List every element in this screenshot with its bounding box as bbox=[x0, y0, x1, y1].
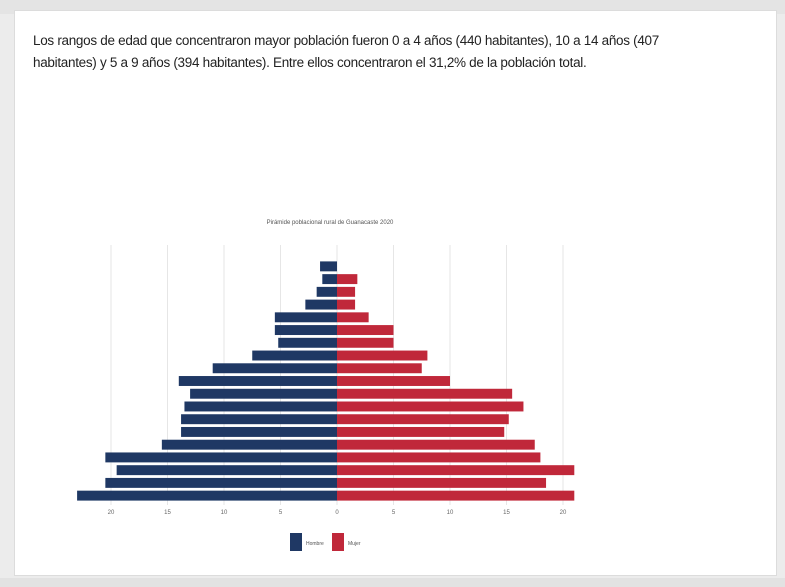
x-tick-label: 15 bbox=[503, 510, 510, 516]
mujer-bar bbox=[337, 401, 524, 412]
hombre-bar bbox=[305, 299, 337, 310]
bottom-strip bbox=[0, 578, 785, 587]
mujer-bar bbox=[337, 439, 535, 450]
hombre-bar bbox=[322, 274, 337, 285]
hombre-bar bbox=[190, 388, 337, 399]
mujer-bar bbox=[337, 477, 547, 488]
hombre-bar bbox=[181, 426, 337, 437]
mujer-bar bbox=[337, 286, 356, 297]
mujer-bar bbox=[337, 274, 358, 285]
chart-bars bbox=[77, 261, 575, 501]
mujer-bar bbox=[337, 452, 541, 463]
hombre-bar bbox=[178, 376, 337, 386]
mujer-bar bbox=[337, 312, 369, 323]
x-tick-label: 20 bbox=[108, 510, 115, 516]
x-tick-label: 15 bbox=[164, 510, 171, 516]
mujer-bar bbox=[337, 465, 575, 476]
mujer-bar bbox=[337, 376, 450, 386]
hombre-bar bbox=[116, 465, 338, 476]
mujer-bar bbox=[337, 363, 422, 374]
hombre-bar bbox=[181, 414, 337, 425]
mujer-bar bbox=[337, 350, 428, 361]
x-tick-label: 10 bbox=[447, 510, 454, 516]
hombre-bar bbox=[320, 261, 337, 272]
hombre-bar bbox=[105, 452, 337, 463]
hombre-bar bbox=[278, 337, 337, 348]
summary-paragraph: Los rangos de edad que concentraron mayo… bbox=[33, 33, 659, 70]
x-tick-label: 10 bbox=[221, 510, 228, 516]
legend-swatch-hombre bbox=[290, 533, 302, 551]
mujer-bar bbox=[337, 299, 356, 310]
hombre-bar bbox=[316, 286, 337, 297]
mujer-bar bbox=[337, 490, 575, 501]
hombre-bar bbox=[77, 490, 337, 501]
x-axis-ticks: 20 15 10 5 0 5 10 15 20 bbox=[108, 510, 567, 516]
mujer-bar bbox=[337, 426, 505, 437]
legend-label-mujer: Mujer bbox=[348, 541, 361, 547]
x-tick-label: 5 bbox=[279, 510, 283, 516]
hombre-bar bbox=[161, 439, 337, 450]
mujer-bar bbox=[337, 337, 394, 348]
chart-title: Pirámide poblacional rural de Guanacaste… bbox=[267, 220, 394, 226]
hombre-bar bbox=[274, 312, 337, 323]
hombre-bar bbox=[274, 325, 337, 336]
chart-legend: Hombre Mujer bbox=[290, 533, 361, 551]
hombre-bar bbox=[184, 401, 337, 412]
legend-swatch-mujer bbox=[332, 533, 344, 551]
hombre-bar bbox=[105, 477, 337, 488]
hombre-bar bbox=[252, 350, 337, 361]
mujer-bar bbox=[337, 325, 394, 336]
hombre-bar bbox=[212, 363, 337, 374]
mujer-bar bbox=[337, 414, 509, 425]
mujer-bar bbox=[337, 388, 513, 399]
x-tick-label: 20 bbox=[560, 510, 567, 516]
x-tick-label: 5 bbox=[392, 510, 396, 516]
legend-label-hombre: Hombre bbox=[306, 541, 324, 547]
x-tick-label: 0 bbox=[335, 510, 339, 516]
